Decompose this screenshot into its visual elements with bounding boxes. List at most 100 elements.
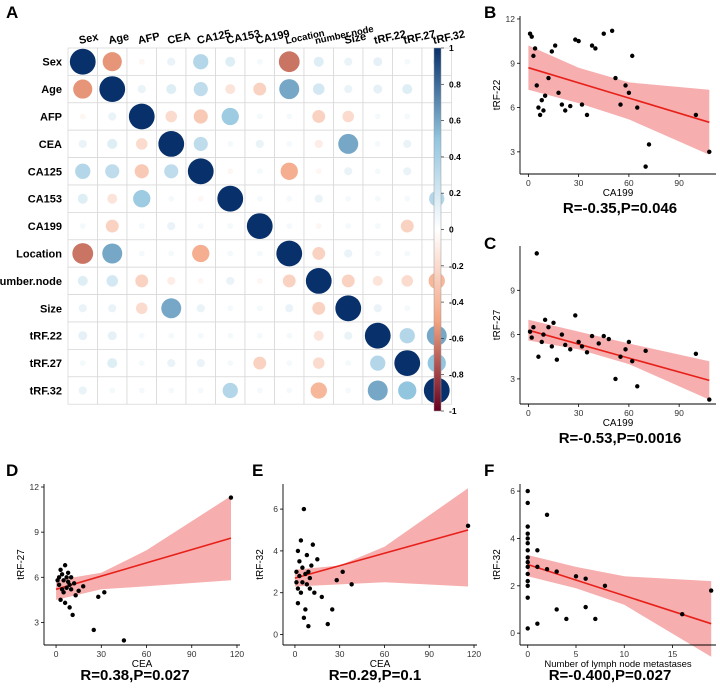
data-point bbox=[576, 38, 581, 44]
correlation-circle bbox=[403, 139, 412, 148]
colorbar-tick-label: -0.4 bbox=[449, 297, 464, 307]
correlation-matrix-chart: Sex Age AFP CEA CA125 CA153 CA199 Location Numbe… bbox=[0, 24, 466, 416]
data-point bbox=[630, 53, 635, 59]
correlation-circle bbox=[313, 330, 324, 341]
correlation-circle bbox=[282, 274, 296, 288]
data-point bbox=[68, 575, 74, 580]
panel-letter-e: E bbox=[252, 461, 264, 480]
panel-letter-f: F bbox=[484, 461, 495, 480]
data-point bbox=[81, 584, 86, 589]
row-label: CEA bbox=[39, 139, 62, 151]
correlation-circle bbox=[256, 387, 263, 394]
data-point bbox=[525, 583, 530, 589]
data-point bbox=[546, 325, 551, 330]
data-point bbox=[298, 590, 304, 595]
data-point bbox=[294, 569, 299, 575]
data-point bbox=[58, 567, 63, 572]
panel-letter-a: A bbox=[6, 3, 19, 22]
data-point bbox=[325, 621, 330, 627]
data-point bbox=[626, 90, 632, 95]
correlation-circle bbox=[394, 350, 421, 376]
data-point bbox=[349, 582, 354, 587]
data-point bbox=[61, 590, 66, 595]
regression-line bbox=[528, 329, 710, 382]
correlation-circle bbox=[135, 274, 149, 288]
data-point bbox=[539, 97, 544, 103]
y-tick-label: 12 bbox=[30, 482, 40, 492]
row-label: CA199 bbox=[28, 221, 62, 233]
data-point bbox=[534, 83, 539, 88]
data-point bbox=[589, 43, 595, 48]
regression-line bbox=[528, 66, 710, 124]
data-point bbox=[525, 571, 530, 577]
correlation-circle bbox=[312, 247, 326, 260]
x-tick-label: 90 bbox=[674, 178, 684, 188]
correlation-circle bbox=[310, 382, 327, 399]
panel-letter-c: C bbox=[484, 234, 497, 253]
y-axis-label: tRF-32 bbox=[255, 549, 266, 580]
y-tick-label: 6 bbox=[273, 504, 278, 514]
correlation-circle bbox=[167, 359, 176, 368]
correlation-circle bbox=[227, 332, 234, 339]
colorbar-tick-label: 0.4 bbox=[449, 152, 461, 162]
correlation-circle bbox=[374, 113, 381, 120]
x-axis-label: CA199 bbox=[603, 188, 634, 199]
correlation-circle bbox=[78, 386, 87, 395]
correlation-circle bbox=[107, 193, 118, 204]
data-point bbox=[76, 588, 81, 594]
correlation-circle bbox=[79, 223, 86, 229]
data-point bbox=[626, 339, 632, 345]
y-tick-label: 9 bbox=[510, 285, 515, 295]
correlation-circle bbox=[374, 195, 381, 202]
data-point bbox=[304, 582, 310, 587]
y-tick-label: 6 bbox=[510, 103, 515, 113]
data-point bbox=[554, 607, 559, 612]
data-point bbox=[556, 90, 561, 95]
colorbar-tick-label: -0.8 bbox=[449, 370, 464, 380]
correlation-circle bbox=[192, 244, 210, 263]
row-label: Sex bbox=[42, 57, 62, 69]
data-point bbox=[525, 595, 530, 600]
x-tick-label: 30 bbox=[335, 649, 345, 659]
data-point bbox=[309, 563, 314, 568]
data-point bbox=[535, 621, 540, 626]
data-point bbox=[64, 585, 69, 591]
correlation-circle bbox=[197, 332, 204, 339]
matrix-cell bbox=[362, 129, 393, 158]
correlation-circle bbox=[102, 243, 123, 264]
x-axis-label: Number of lymph node metastases bbox=[544, 659, 692, 670]
correlation-circle bbox=[138, 360, 145, 366]
correlation-circle bbox=[166, 84, 177, 95]
regression-line bbox=[294, 529, 469, 579]
correlation-circle bbox=[108, 304, 117, 313]
data-point bbox=[623, 83, 628, 88]
correlation-circle bbox=[286, 223, 293, 229]
correlation-circle bbox=[134, 164, 149, 179]
data-point bbox=[531, 325, 536, 330]
x-tick-label: 90 bbox=[187, 649, 197, 659]
correlation-circle bbox=[221, 107, 239, 126]
data-point bbox=[535, 564, 540, 570]
data-point bbox=[315, 557, 320, 562]
data-point bbox=[102, 590, 107, 595]
correlation-circle bbox=[135, 302, 148, 315]
stat-label-e: R=0.29,P=0.1 bbox=[328, 667, 422, 684]
correlation-circle bbox=[225, 84, 236, 95]
correlation-circle bbox=[373, 57, 383, 67]
correlation-circle bbox=[373, 304, 382, 313]
correlation-circle bbox=[335, 295, 362, 322]
y-axis-label: tRF-27 bbox=[16, 549, 27, 580]
correlation-circle bbox=[138, 387, 145, 394]
data-point bbox=[532, 46, 538, 51]
correlation-circle bbox=[344, 57, 353, 66]
data-point bbox=[541, 108, 546, 113]
data-point bbox=[707, 397, 712, 402]
data-point bbox=[635, 105, 640, 110]
correlation-circle bbox=[278, 51, 300, 73]
data-point bbox=[529, 335, 534, 340]
colorbar-tick-label: -0.6 bbox=[449, 333, 464, 343]
correlation-circle bbox=[374, 250, 381, 257]
data-point bbox=[465, 523, 471, 529]
correlation-circle bbox=[315, 223, 322, 229]
correlation-circle bbox=[222, 382, 238, 399]
